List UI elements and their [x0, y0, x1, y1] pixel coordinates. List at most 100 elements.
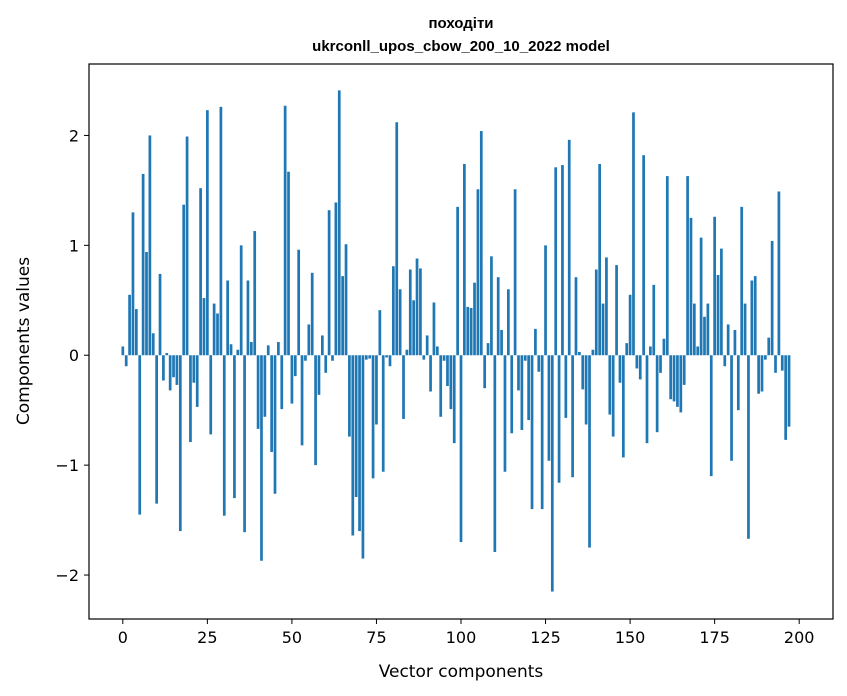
- bar: [601, 303, 605, 356]
- bar: [290, 355, 294, 404]
- bar: [621, 355, 625, 458]
- bar: [642, 155, 645, 356]
- bar: [331, 355, 334, 361]
- bar: [740, 206, 744, 356]
- bar: [392, 266, 395, 356]
- x-axis-ticks: 0 25 50 75 100 125 150 175 200: [118, 619, 815, 647]
- bar: [263, 355, 267, 417]
- bar: [314, 355, 317, 466]
- y-tick-label: −1: [55, 456, 79, 475]
- bar: [550, 355, 554, 592]
- bar: [510, 355, 514, 434]
- bar: [506, 289, 510, 356]
- bar: [662, 338, 666, 356]
- bars-group: [121, 90, 791, 592]
- bar: [730, 355, 733, 461]
- bar: [584, 355, 588, 425]
- bar: [743, 303, 747, 356]
- x-tick-label: 125: [530, 628, 561, 647]
- bar: [540, 355, 544, 510]
- bar: [249, 342, 253, 356]
- bar: [709, 355, 713, 477]
- bar: [385, 355, 388, 358]
- bar: [770, 240, 774, 356]
- bar: [466, 306, 470, 356]
- bar: [635, 355, 639, 369]
- bar: [381, 355, 385, 472]
- bar: [605, 257, 608, 356]
- bar: [659, 355, 662, 373]
- bar: [628, 294, 632, 356]
- chart-title-line1: походіти: [428, 15, 493, 32]
- bar: [479, 131, 483, 356]
- bar: [581, 355, 585, 390]
- bar: [564, 355, 568, 418]
- bar: [141, 173, 145, 356]
- bar: [530, 355, 534, 510]
- bar: [348, 355, 351, 437]
- plot-frame: [88, 63, 834, 620]
- bar: [253, 231, 257, 356]
- bar: [574, 277, 578, 356]
- bar: [425, 335, 429, 356]
- x-axis-label: Vector components: [379, 662, 544, 682]
- bar: [645, 355, 649, 444]
- bar: [131, 212, 135, 356]
- bar: [537, 355, 541, 372]
- bar: [456, 206, 459, 356]
- bar: [233, 355, 236, 499]
- bar: [415, 258, 419, 356]
- bar: [293, 355, 297, 377]
- bar: [307, 324, 311, 356]
- bar: [665, 176, 669, 356]
- x-tick-label: 200: [784, 628, 815, 647]
- x-tick-label: 50: [282, 628, 302, 647]
- bar: [679, 355, 683, 413]
- bar: [591, 349, 595, 356]
- bar: [155, 355, 158, 504]
- bar: [753, 276, 757, 356]
- bar: [567, 139, 571, 356]
- x-tick-label: 150: [615, 628, 646, 647]
- bar: [611, 355, 615, 437]
- bar: [490, 256, 493, 356]
- bar: [270, 355, 273, 452]
- bar: [598, 164, 602, 356]
- bar: [578, 351, 581, 356]
- x-tick-label: 0: [118, 628, 128, 647]
- y-tick-label: 2: [69, 126, 79, 145]
- bar: [219, 106, 223, 356]
- bar: [283, 105, 287, 356]
- bar: [182, 204, 186, 356]
- bar: [493, 355, 497, 552]
- bar: [121, 346, 125, 356]
- bar: [750, 280, 754, 356]
- bar: [297, 249, 301, 356]
- bar: [483, 355, 487, 389]
- x-tick-label: 100: [446, 628, 477, 647]
- bar: [222, 355, 226, 516]
- bar: [412, 300, 416, 356]
- bar: [452, 355, 456, 444]
- bar: [287, 171, 290, 356]
- bar: [703, 316, 706, 356]
- bar: [422, 355, 426, 360]
- bar: [469, 307, 473, 356]
- bar: [442, 355, 446, 361]
- bar: [736, 355, 740, 411]
- bar: [476, 189, 480, 356]
- bar: [429, 355, 432, 392]
- bar: [165, 353, 169, 356]
- bar: [723, 355, 727, 367]
- bar: [408, 269, 412, 356]
- bar: [517, 355, 520, 391]
- chart-title-line2: ukrconll_upos_cbow_200_10_2022 model: [312, 38, 610, 55]
- bar: [689, 217, 693, 356]
- bar: [554, 167, 558, 356]
- bar: [547, 355, 551, 461]
- y-tick-label: 1: [69, 236, 79, 255]
- bar: [175, 355, 179, 385]
- bar: [720, 248, 723, 356]
- bar: [277, 342, 280, 356]
